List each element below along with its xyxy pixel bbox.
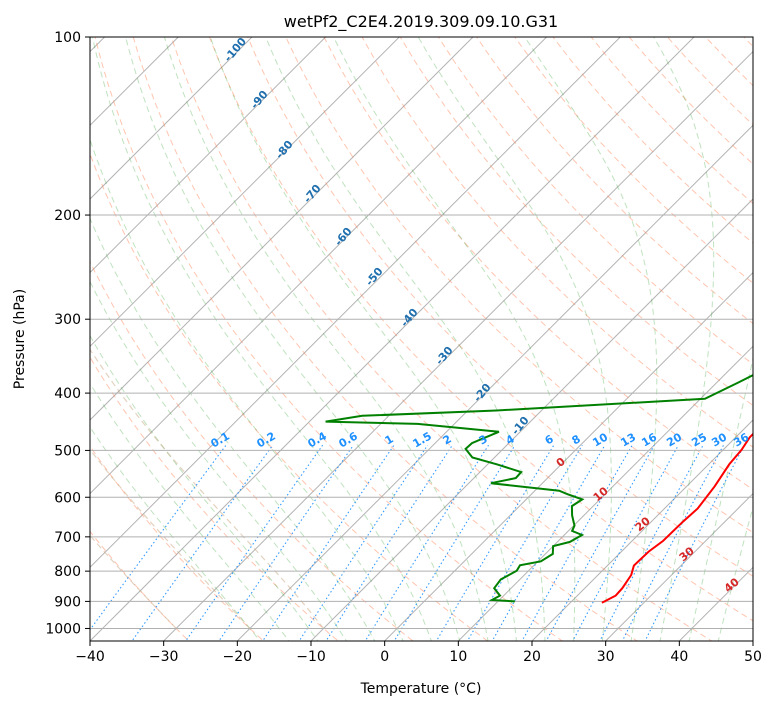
isotherm [90,37,622,569]
moist-adiabat [717,505,753,641]
isotherm [90,37,548,495]
moist-adiabat [90,334,319,641]
dry-adiabat [90,356,339,641]
mixing-ratio-line [185,444,324,641]
x-tick-label: 40 [670,649,688,665]
y-tick-label: 200 [54,208,81,224]
moist-adiabat [265,37,546,641]
dry-adiabat [285,37,753,534]
y-axis-label: Pressure (hPa) [12,289,28,389]
series-layer [325,374,753,604]
isotherm [162,50,753,641]
reference-curve [90,348,324,629]
y-tick-label: 900 [54,594,81,610]
moist-adiabat [653,37,715,641]
y-tick-label: 800 [54,564,81,580]
mixing-ratio-line [644,444,745,641]
dry-adiabat [361,37,753,448]
y-axis: 1000 900 800 700 600 500 400 300 200 100 [45,30,90,637]
dry-adiabat [514,37,753,284]
y-tick-label: 1000 [45,621,81,637]
isotherm [90,37,474,421]
x-tick-label: −20 [223,649,253,665]
moist-adiabat [524,37,658,641]
y-tick-label: 700 [54,530,81,546]
y-tick-label: 500 [54,443,81,459]
isotherm [90,37,327,274]
chart-title: wetPf2_C2E4.2019.309.09.10.G31 [284,12,558,32]
y-tick-label: 400 [54,386,81,402]
isotherm [90,37,253,200]
x-tick-label: 50 [744,649,762,665]
series-line-1 [325,374,753,603]
dry-adiabat [170,37,713,641]
isotherm [236,124,753,641]
dry-adiabat [94,37,564,641]
isotherm [90,37,401,348]
isotherm [383,271,753,641]
dry-adiabat [247,37,753,577]
dry-adiabat [132,37,638,641]
x-tick-label: 10 [449,649,467,665]
isotherm [604,492,753,641]
plot-frame [89,36,754,642]
dry-adiabat [323,37,753,491]
x-tick-label: 0 [380,649,389,665]
x-tick-label: 30 [597,649,615,665]
x-tick-label: −40 [75,649,105,665]
moist-adiabat [209,37,518,641]
pressure-gridlines [90,37,753,629]
y-tick-label: 100 [54,30,81,46]
x-tick-label: −10 [296,649,326,665]
dry-adiabat [90,152,489,641]
moist-adiabat [688,355,753,641]
moist-adiabat [91,37,432,641]
isotherm [531,419,753,641]
dry-adiabat [90,260,414,641]
x-axis-label: Temperature (°C) [360,681,482,697]
x-tick-label: −30 [149,649,179,665]
isotherm [90,37,180,127]
dry-adiabat [90,445,265,641]
y-tick-label: 300 [54,312,81,328]
x-axis: −40 −30 −20 −10 0 10 20 30 40 50 [75,641,762,665]
mixing-ratio-line [621,444,724,641]
isotherm [310,198,753,641]
moist-adiabat [417,37,612,641]
y-tick-label: 600 [54,490,81,506]
series-line-0 [601,432,753,604]
dry-adiabat [476,37,753,325]
x-tick-label: 20 [523,649,541,665]
isotherm [90,37,695,641]
mixing-ratio-line [218,444,354,641]
